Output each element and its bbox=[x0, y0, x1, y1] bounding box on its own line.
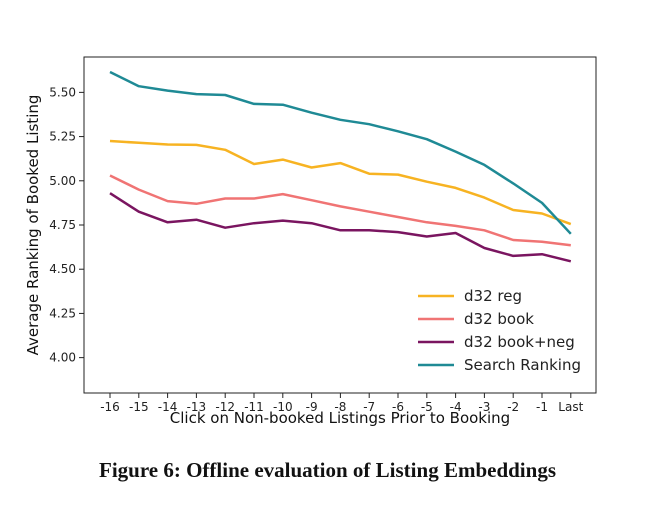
legend: d32 reg d32 book d32 book+neg Search Rankin… bbox=[418, 287, 581, 374]
figure-caption: Figure 6: Offline evaluation of Listing … bbox=[99, 458, 556, 482]
y-tick-label: 5.00 bbox=[49, 174, 76, 188]
y-tick-label: 4.50 bbox=[49, 262, 76, 276]
y-tick-label: 4.25 bbox=[49, 306, 76, 320]
series-line-d32-book-neg bbox=[109, 192, 572, 263]
legend-label: Search Ranking bbox=[464, 356, 581, 374]
x-tick-label: -13 bbox=[187, 400, 207, 414]
x-tick-label: -6 bbox=[392, 400, 404, 414]
x-tick-label: -11 bbox=[244, 400, 264, 414]
x-tick-label: -10 bbox=[273, 400, 293, 414]
series-line-search-ranking bbox=[109, 70, 572, 235]
x-tick-label: -8 bbox=[334, 400, 346, 414]
x-tick-label: Last bbox=[558, 400, 583, 414]
x-tick-label: -2 bbox=[507, 400, 519, 414]
x-axis-label: Click on Non-booked Listings Prior to Bo… bbox=[170, 409, 510, 427]
x-tick-label: -5 bbox=[421, 400, 433, 414]
x-tick-label: -7 bbox=[363, 400, 375, 414]
x-tick-label: -12 bbox=[215, 400, 235, 414]
x-tick-label: -4 bbox=[450, 400, 462, 414]
x-tick-label: -1 bbox=[536, 400, 548, 414]
y-axis-ticks: 4.00 4.25 4.50 4.75 5.00 5.25 5.50 bbox=[49, 85, 84, 365]
y-tick-label: 4.00 bbox=[49, 351, 76, 365]
y-axis-label: Average Ranking of Booked Listing bbox=[24, 95, 42, 356]
y-tick-label: 5.50 bbox=[49, 85, 76, 99]
series-line-d32-book bbox=[109, 174, 571, 247]
x-tick-label: -14 bbox=[158, 400, 178, 414]
series-line-d32-reg bbox=[109, 139, 572, 226]
legend-label: d32 reg bbox=[464, 287, 522, 305]
line-chart: 4.004.254.504.755.005.255.50 -16 -15 -14 -1… bbox=[24, 56, 597, 427]
x-tick-label: -15 bbox=[129, 400, 149, 414]
x-tick-label: -9 bbox=[306, 400, 318, 414]
x-axis-ticks: -16 -15 -14 -13 -12 -11 -10 -9 -8 -7 -6 -5 -4 -3 -2 -1 L… bbox=[100, 393, 584, 414]
x-tick-label: -16 bbox=[100, 400, 120, 414]
series-lines bbox=[109, 70, 572, 263]
y-tick-label: 5.25 bbox=[49, 130, 76, 144]
x-tick-label: -3 bbox=[478, 400, 490, 414]
legend-label: d32 book bbox=[464, 310, 534, 328]
y-tick-label: 4.75 bbox=[49, 218, 76, 232]
legend-label: d32 book+neg bbox=[464, 333, 575, 351]
